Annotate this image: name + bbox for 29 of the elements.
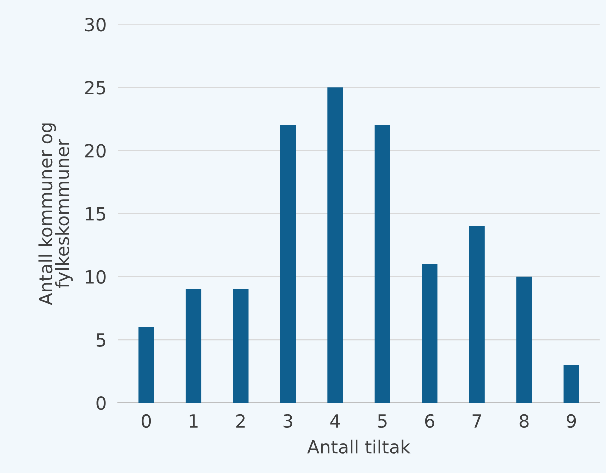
x-tick-label: 0 [142,414,152,428]
bar [564,365,580,403]
x-tick-label: 5 [378,414,387,428]
x-tick-label: 9 [566,414,576,428]
y-tick-label: 0 [96,396,106,410]
y-tick-label: 30 [85,18,106,32]
bar [469,226,485,403]
x-tick-label: 6 [425,414,435,428]
y-axis-title: Antall kommuner og fylkeskommuner [38,124,73,306]
x-tick-label: 1 [190,414,198,428]
bar [328,88,344,403]
y-tick-label: 5 [96,334,106,348]
y-tick-label: 20 [85,144,106,158]
x-tick-label: 2 [236,414,245,428]
y-tick-label: 10 [86,270,106,284]
y-tick-label: 15 [86,207,106,221]
x-tick-label: 3 [284,414,293,428]
bar [233,289,249,403]
bar [280,126,296,403]
y-tick-label: 25 [85,81,106,95]
x-tick-label: 8 [520,414,529,428]
bar [186,289,202,403]
bar [422,264,438,403]
bar [374,126,390,403]
x-tick-label: 7 [472,414,482,428]
bar [516,276,532,403]
x-axis-title: Antall tiltak [307,440,411,454]
x-tick-label: 4 [330,414,340,428]
bar [138,327,154,403]
